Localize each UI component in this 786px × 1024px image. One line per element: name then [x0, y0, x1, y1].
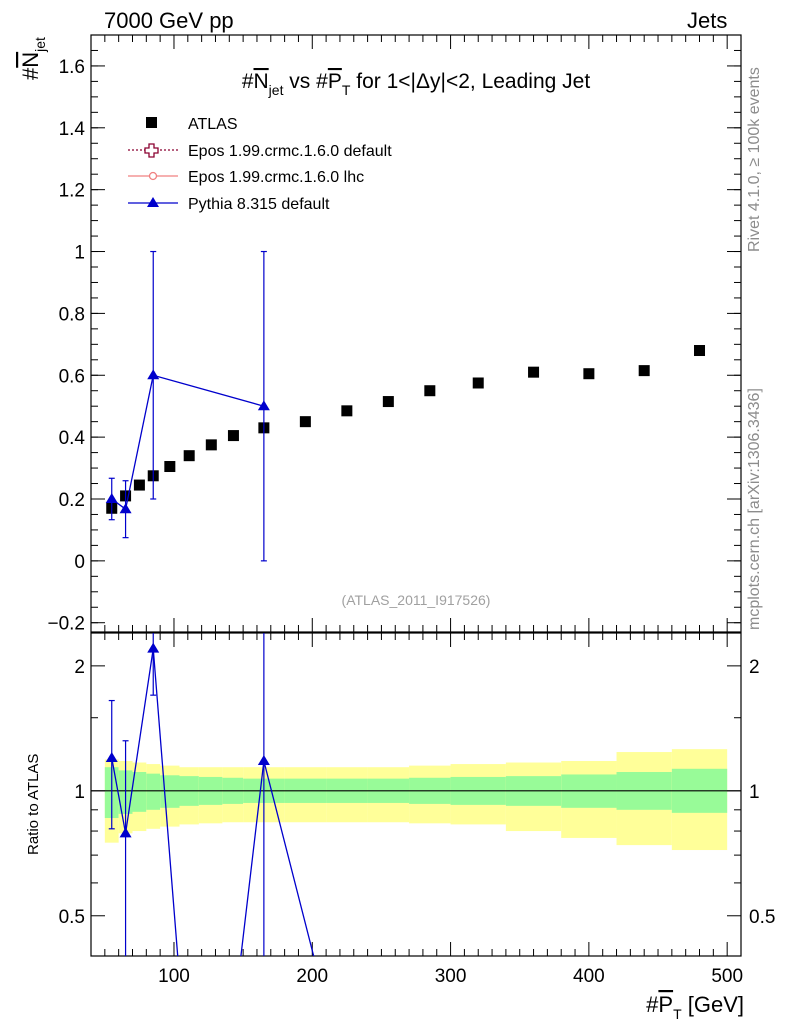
main-y-tick-label: 0: [74, 552, 85, 573]
ratio-uncertainty-bands: [91, 749, 741, 851]
main-y-axis-label: #Njet: [18, 37, 48, 80]
legend-epos-default-marker: [144, 143, 159, 158]
main-y-tick-label: 0.6: [59, 366, 85, 387]
ratio-y-tick-label: 2: [74, 657, 85, 678]
atlas-data-point: [528, 366, 540, 378]
pythia-ratio-point: [105, 751, 118, 762]
atlas-data-point: [164, 461, 176, 473]
main-y-tick-label: 0.4: [59, 428, 86, 449]
main-y-tick-label: 0.8: [59, 304, 85, 325]
main-y-tick-label: −0.2: [47, 614, 85, 635]
pythia-ratio-point: [257, 754, 270, 765]
rivet-version-label: Rivet 4.1.0, ≥ 100k events: [746, 67, 763, 252]
pythia-ratio-point: [147, 642, 160, 653]
legend-atlas-marker: [146, 117, 157, 128]
legend: ATLAS Epos 1.99.crmc.1.6.0 default Epos …: [128, 116, 392, 213]
atlas-data-point: [583, 368, 595, 380]
ratio-y-tick-label-right: 0.5: [749, 907, 775, 928]
main-plot-frame: [90, 34, 742, 633]
legend-atlas-label: ATLAS: [188, 116, 238, 133]
pythia-data-point: [105, 492, 118, 503]
ratio-axes: 0.5 0.5 1 1 2 2 100 200 300 400 500: [59, 633, 775, 987]
ratio-plot-frame: [90, 632, 742, 957]
mcplots-reference-label: mcplots.cern.ch [arXiv:1306.3436]: [746, 388, 763, 630]
header-jets: Jets: [687, 8, 728, 33]
analysis-watermark: (ATLAS_2011_I917526): [342, 592, 491, 608]
pythia-line: [111, 374, 265, 511]
atlas-data-point: [638, 365, 650, 377]
main-y-tick-label: 1.4: [59, 119, 86, 140]
main-y-tick-label: 1.6: [59, 57, 85, 78]
atlas-data-point: [472, 377, 484, 389]
atlas-data-point: [341, 405, 353, 417]
inner-band-segment: [132, 772, 147, 812]
x-axis-label: #PT [GeV]: [646, 992, 744, 1022]
x-tick-label: 100: [158, 966, 190, 987]
legend-pythia-label: Pythia 8.315 default: [188, 196, 330, 213]
pythia-data-point: [257, 400, 270, 411]
ratio-plot-data: [105, 633, 315, 956]
atlas-data-point: [183, 450, 195, 462]
legend-epos-default-label: Epos 1.99.crmc.1.6.0 default: [188, 143, 392, 160]
atlas-data-point: [299, 416, 311, 428]
x-tick-label: 400: [573, 966, 605, 987]
ratio-y-axis-label: Ratio to ATLAS: [25, 754, 42, 855]
legend-epos-lhc-marker: [148, 171, 158, 181]
atlas-data-point: [227, 430, 239, 442]
ratio-y-tick-label: 0.5: [59, 907, 85, 928]
main-y-tick-label: 1.2: [59, 181, 85, 202]
x-tick-label: 500: [711, 966, 743, 987]
ratio-y-tick-label-right: 1: [749, 782, 760, 803]
legend-epos-lhc-label: Epos 1.99.crmc.1.6.0 lhc: [188, 169, 364, 186]
pythia-data-point: [119, 503, 132, 514]
inner-band-segment: [146, 773, 161, 810]
ratio-y-tick-label: 1: [74, 782, 85, 803]
atlas-data-point: [133, 479, 145, 491]
main-plot-data: [105, 250, 706, 562]
legend-pythia-marker: [147, 197, 159, 207]
main-y-tick-label: 1: [74, 243, 85, 264]
ratio-y-tick-label-right: 2: [749, 657, 760, 678]
pythia-data-point: [147, 369, 160, 380]
atlas-data-point: [205, 439, 217, 451]
pythia-ratio-point: [119, 827, 132, 838]
header-energy: 7000 GeV pp: [104, 8, 234, 33]
x-tick-label: 200: [296, 966, 328, 987]
atlas-data-point: [694, 345, 706, 357]
main-y-axis: −0.2 0 0.2 0.4 0.6 0.8 1 1.2 1.4 1.6: [47, 35, 741, 635]
atlas-data-point: [382, 396, 394, 408]
atlas-data-point: [424, 385, 436, 397]
chart-title: #Njet vs #PT for 1<|Δy|<2, Leading Jet: [242, 70, 591, 98]
x-tick-label: 300: [435, 966, 467, 987]
main-y-tick-label: 0.2: [59, 490, 85, 511]
